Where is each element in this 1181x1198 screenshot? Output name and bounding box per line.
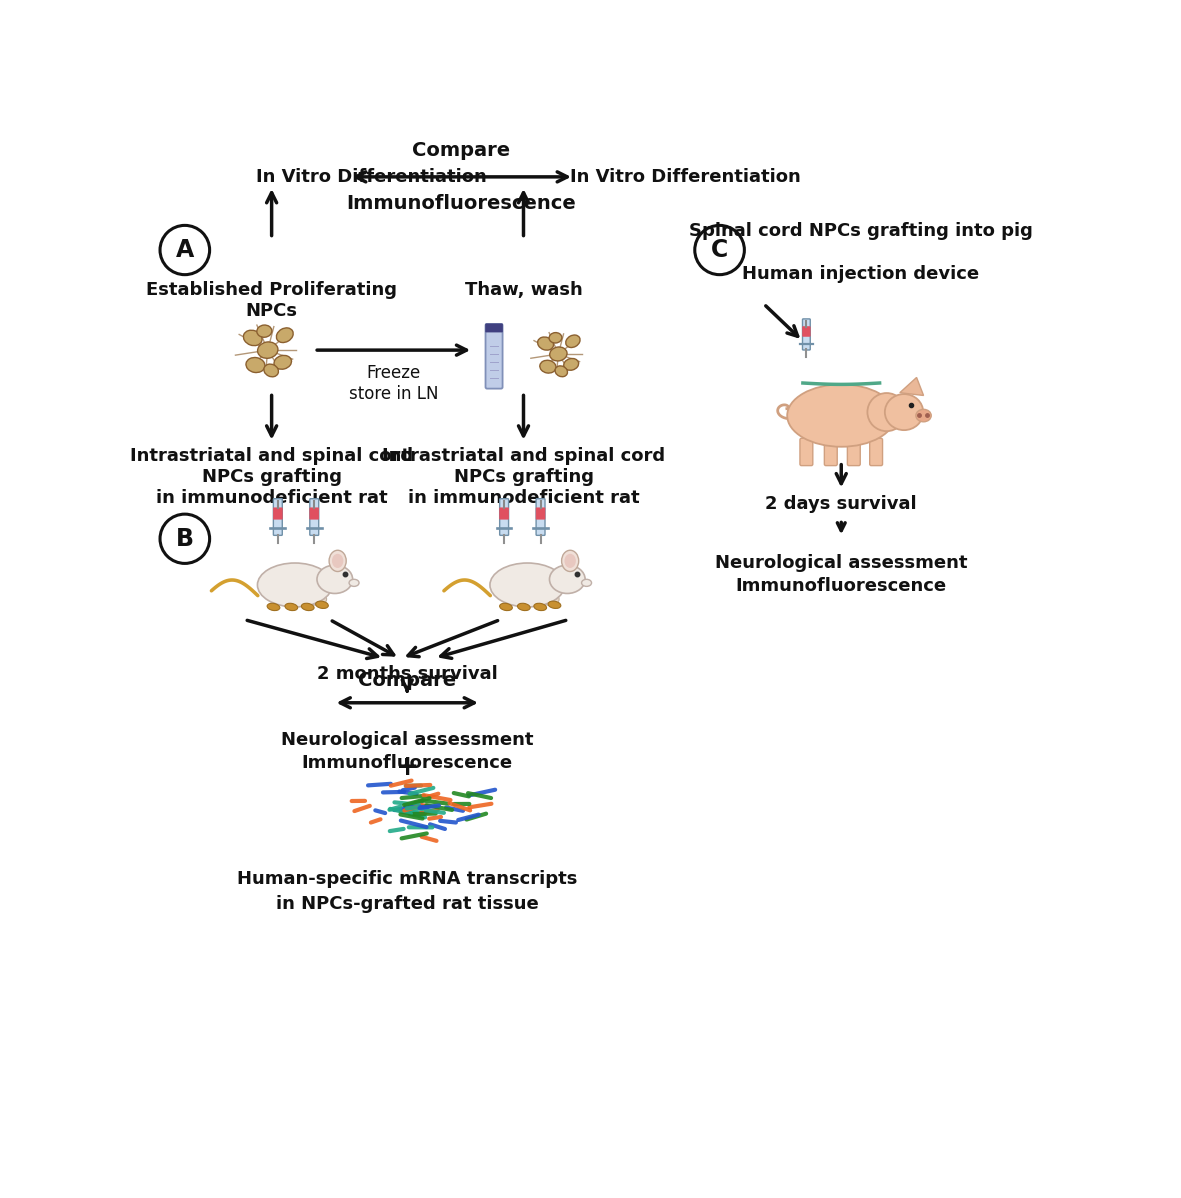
FancyBboxPatch shape xyxy=(869,438,882,466)
FancyBboxPatch shape xyxy=(536,508,544,519)
Text: +: + xyxy=(396,754,419,781)
Ellipse shape xyxy=(540,361,556,373)
Text: Neurological assessment: Neurological assessment xyxy=(281,731,534,749)
Ellipse shape xyxy=(916,410,932,422)
Text: B: B xyxy=(176,527,194,551)
Text: In Vitro Differentiation: In Vitro Differentiation xyxy=(256,168,487,186)
Text: A: A xyxy=(176,238,194,262)
Ellipse shape xyxy=(548,601,561,609)
Ellipse shape xyxy=(246,357,265,373)
Ellipse shape xyxy=(263,364,279,377)
Ellipse shape xyxy=(332,553,344,568)
Text: Established Proliferating
NPCs: Established Proliferating NPCs xyxy=(146,280,397,320)
FancyBboxPatch shape xyxy=(309,508,319,519)
Ellipse shape xyxy=(534,604,547,611)
Ellipse shape xyxy=(490,563,565,607)
Text: Immunofluorescence: Immunofluorescence xyxy=(736,577,947,595)
Text: Neurological assessment: Neurological assessment xyxy=(715,555,967,573)
Ellipse shape xyxy=(301,604,314,611)
Ellipse shape xyxy=(267,604,280,611)
Text: 2 days survival: 2 days survival xyxy=(765,495,918,513)
Text: Freeze
store in LN: Freeze store in LN xyxy=(348,364,438,403)
Ellipse shape xyxy=(565,553,576,568)
Polygon shape xyxy=(900,377,924,395)
FancyBboxPatch shape xyxy=(500,498,509,536)
Ellipse shape xyxy=(788,385,895,447)
FancyBboxPatch shape xyxy=(500,508,509,519)
Ellipse shape xyxy=(517,604,530,611)
FancyBboxPatch shape xyxy=(848,438,860,466)
Text: Compare: Compare xyxy=(358,671,456,690)
Text: Thaw, wash: Thaw, wash xyxy=(464,280,582,298)
Ellipse shape xyxy=(549,333,562,343)
Text: Compare: Compare xyxy=(412,141,510,159)
Ellipse shape xyxy=(549,347,567,361)
Ellipse shape xyxy=(549,565,585,593)
Ellipse shape xyxy=(274,356,292,369)
Ellipse shape xyxy=(867,393,906,431)
FancyBboxPatch shape xyxy=(485,323,503,332)
FancyBboxPatch shape xyxy=(536,498,544,536)
Text: In Vitro Differentiation: In Vitro Differentiation xyxy=(570,168,801,186)
FancyBboxPatch shape xyxy=(803,327,810,337)
Text: Human injection device: Human injection device xyxy=(742,265,979,283)
Text: in NPCs-grafted rat tissue: in NPCs-grafted rat tissue xyxy=(276,895,539,913)
Ellipse shape xyxy=(243,331,262,346)
Ellipse shape xyxy=(308,593,327,605)
FancyBboxPatch shape xyxy=(803,319,810,350)
FancyBboxPatch shape xyxy=(485,323,503,388)
Ellipse shape xyxy=(315,601,328,609)
Ellipse shape xyxy=(885,394,924,430)
FancyBboxPatch shape xyxy=(824,438,837,466)
Ellipse shape xyxy=(257,563,332,607)
Ellipse shape xyxy=(500,604,513,611)
Text: C: C xyxy=(711,238,729,262)
FancyBboxPatch shape xyxy=(309,498,319,536)
Ellipse shape xyxy=(562,550,579,571)
Ellipse shape xyxy=(555,365,568,376)
Ellipse shape xyxy=(329,550,346,571)
Ellipse shape xyxy=(537,337,554,350)
FancyBboxPatch shape xyxy=(273,498,282,536)
Text: Immunofluorescence: Immunofluorescence xyxy=(347,194,576,213)
Ellipse shape xyxy=(541,593,559,605)
FancyBboxPatch shape xyxy=(273,508,282,519)
Ellipse shape xyxy=(566,335,580,347)
Ellipse shape xyxy=(256,325,272,338)
Text: Immunofluorescence: Immunofluorescence xyxy=(301,755,513,773)
Text: 2 months survival: 2 months survival xyxy=(317,665,497,683)
Ellipse shape xyxy=(317,565,353,593)
Ellipse shape xyxy=(285,604,298,611)
Ellipse shape xyxy=(257,341,278,358)
FancyBboxPatch shape xyxy=(800,438,813,466)
Text: Intrastriatal and spinal cord
NPCs grafting
in immunodeficient rat: Intrastriatal and spinal cord NPCs graft… xyxy=(130,447,413,507)
Text: Human-specific mRNA transcripts: Human-specific mRNA transcripts xyxy=(237,870,578,888)
Ellipse shape xyxy=(276,328,293,343)
Text: Intrastriatal and spinal cord
NPCs grafting
in immunodeficient rat: Intrastriatal and spinal cord NPCs graft… xyxy=(381,447,665,507)
Ellipse shape xyxy=(350,580,359,586)
Ellipse shape xyxy=(563,358,579,370)
Ellipse shape xyxy=(581,580,592,586)
Text: Spinal cord NPCs grafting into pig: Spinal cord NPCs grafting into pig xyxy=(689,222,1032,240)
